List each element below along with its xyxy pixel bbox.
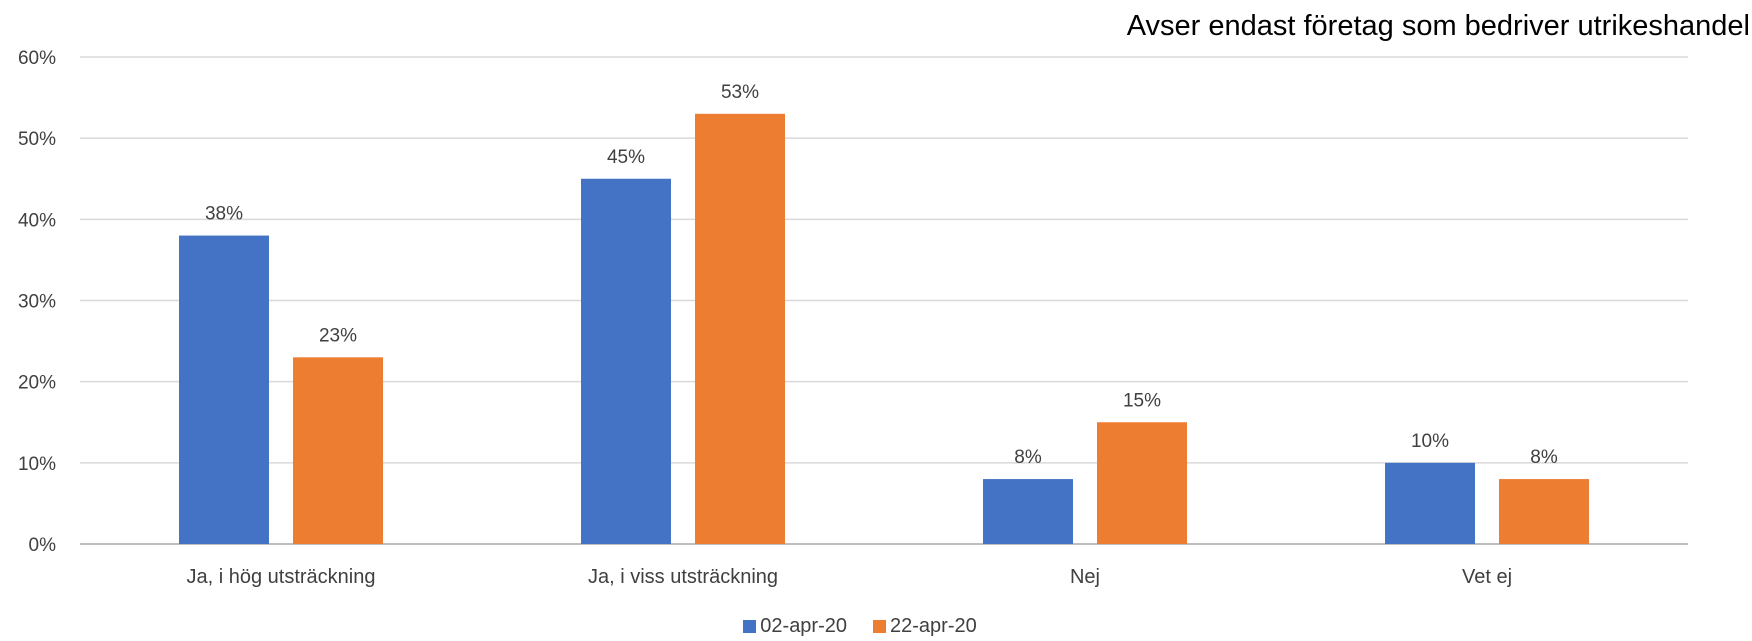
legend-swatch-series-2 xyxy=(873,620,886,633)
data-label: 15% xyxy=(1123,390,1161,411)
y-tick-label: 0% xyxy=(29,535,57,556)
x-tick-label: Ja, i hög utsträckning xyxy=(187,566,376,588)
data-label: 53% xyxy=(721,82,759,103)
y-tick-label: 40% xyxy=(18,210,56,231)
legend-label-series-2: 22-apr-20 xyxy=(890,615,977,637)
y-tick-label: 30% xyxy=(18,292,56,313)
x-tick-label: Nej xyxy=(1070,566,1100,588)
bar xyxy=(581,178,671,544)
legend-item-series-1: 02-apr-20 xyxy=(743,615,847,638)
legend-swatch-series-1 xyxy=(743,620,757,633)
bar xyxy=(293,357,383,544)
y-tick-label: 10% xyxy=(18,454,56,475)
legend-item-series-2: 22-apr-20 xyxy=(873,615,977,638)
data-label: 8% xyxy=(1530,447,1558,468)
data-label: 45% xyxy=(607,147,645,168)
bar xyxy=(1097,422,1187,544)
y-tick-label: 50% xyxy=(18,129,56,150)
data-label: 38% xyxy=(205,204,243,225)
bar xyxy=(1385,462,1475,544)
bar xyxy=(1499,479,1589,544)
chart-annotation: Avser endast företag som bedriver utrike… xyxy=(1126,10,1750,42)
bar xyxy=(179,235,269,545)
bar xyxy=(983,479,1073,544)
x-tick-label: Ja, i viss utsträckning xyxy=(588,566,778,588)
legend-label-series-1: 02-apr-20 xyxy=(760,615,847,637)
y-tick-label: 20% xyxy=(18,373,56,394)
data-label: 8% xyxy=(1014,447,1042,468)
data-label: 23% xyxy=(319,325,357,346)
data-label: 10% xyxy=(1411,431,1449,452)
legend: 02-apr-20 22-apr-20 xyxy=(0,615,1720,638)
bar xyxy=(695,113,785,545)
x-tick-label: Vet ej xyxy=(1462,566,1512,588)
y-tick-label: 60% xyxy=(18,48,56,69)
